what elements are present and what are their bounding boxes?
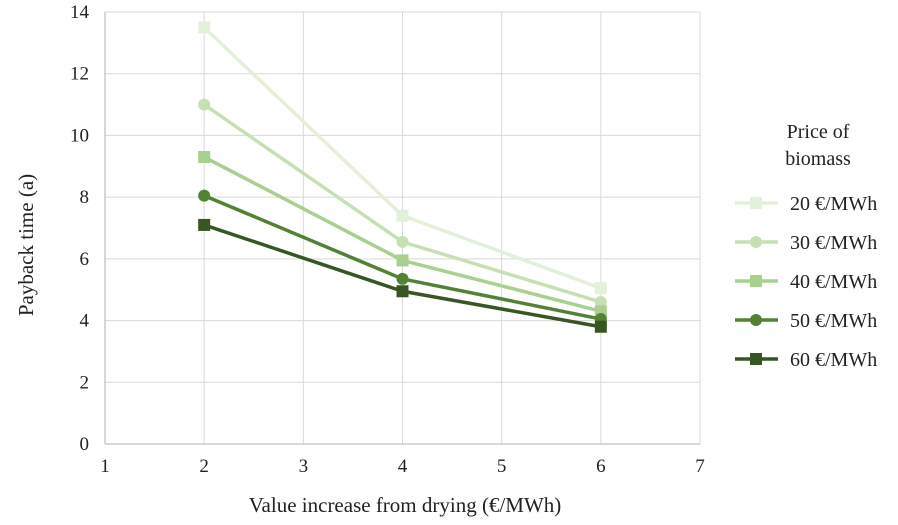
y-tick-label: 14: [70, 2, 90, 23]
series: [198, 21, 607, 333]
legend-label: 40 €/MWh: [790, 271, 877, 293]
x-tick-label: 3: [299, 456, 309, 477]
legend-marker: [750, 197, 762, 209]
legend: Price of biomass 20 €/MWh 30 €/MWh 40 €/MWh 5…: [735, 121, 877, 371]
data-point: [198, 189, 211, 202]
series-2: [198, 98, 607, 309]
axes: [104, 12, 700, 445]
data-point: [594, 282, 607, 295]
y-tick-label: 10: [70, 125, 89, 146]
data-point: [396, 285, 409, 298]
data-point: [396, 209, 409, 222]
legend-marker: [750, 275, 762, 287]
legend-item: 20 €/MWh: [735, 193, 877, 215]
data-point: [198, 98, 211, 111]
x-tick-label: 4: [398, 456, 408, 477]
legend-label: 30 €/MWh: [790, 232, 877, 254]
legend-item: 40 €/MWh: [735, 271, 877, 293]
x-tick-label: 2: [199, 456, 209, 477]
data-point: [396, 272, 409, 285]
y-tick-label: 8: [80, 187, 90, 208]
legend-marker: [750, 314, 762, 326]
legend-label: 60 €/MWh: [790, 349, 877, 371]
x-tick-label: 7: [695, 456, 705, 477]
series-3: [198, 151, 607, 318]
legend-item: 30 €/MWh: [735, 232, 877, 254]
x-tick-label: 5: [497, 456, 507, 477]
x-tick-label: 6: [596, 456, 606, 477]
data-point: [198, 151, 211, 164]
data-point: [594, 320, 607, 333]
legend-label: 50 €/MWh: [790, 310, 877, 332]
gridlines: [105, 11, 701, 444]
data-point: [396, 254, 409, 267]
x-tick-label: 1: [100, 456, 110, 477]
y-tick-label: 12: [70, 64, 89, 85]
legend-title-line-2: biomass: [785, 148, 851, 170]
legend-item: 60 €/MWh: [735, 349, 877, 371]
legend-title: Price of: [787, 121, 850, 143]
data-point: [396, 235, 409, 248]
data-point: [198, 218, 211, 231]
y-tick-label: 4: [80, 311, 90, 332]
y-tick-label: 0: [80, 434, 90, 455]
y-axis-title: Payback time (a): [14, 174, 38, 316]
data-point: [594, 296, 607, 309]
y-tick-label: 6: [80, 249, 90, 270]
y-tick-label: 2: [80, 372, 90, 393]
data-point: [198, 21, 211, 34]
x-axis-title: Value increase from drying (€/MWh): [249, 493, 562, 517]
series-5: [198, 218, 607, 333]
legend-marker: [750, 236, 762, 248]
series-1: [198, 21, 607, 295]
legend-marker: [750, 353, 762, 365]
legend-label: 20 €/MWh: [790, 193, 877, 215]
legend-item: 50 €/MWh: [735, 310, 877, 332]
